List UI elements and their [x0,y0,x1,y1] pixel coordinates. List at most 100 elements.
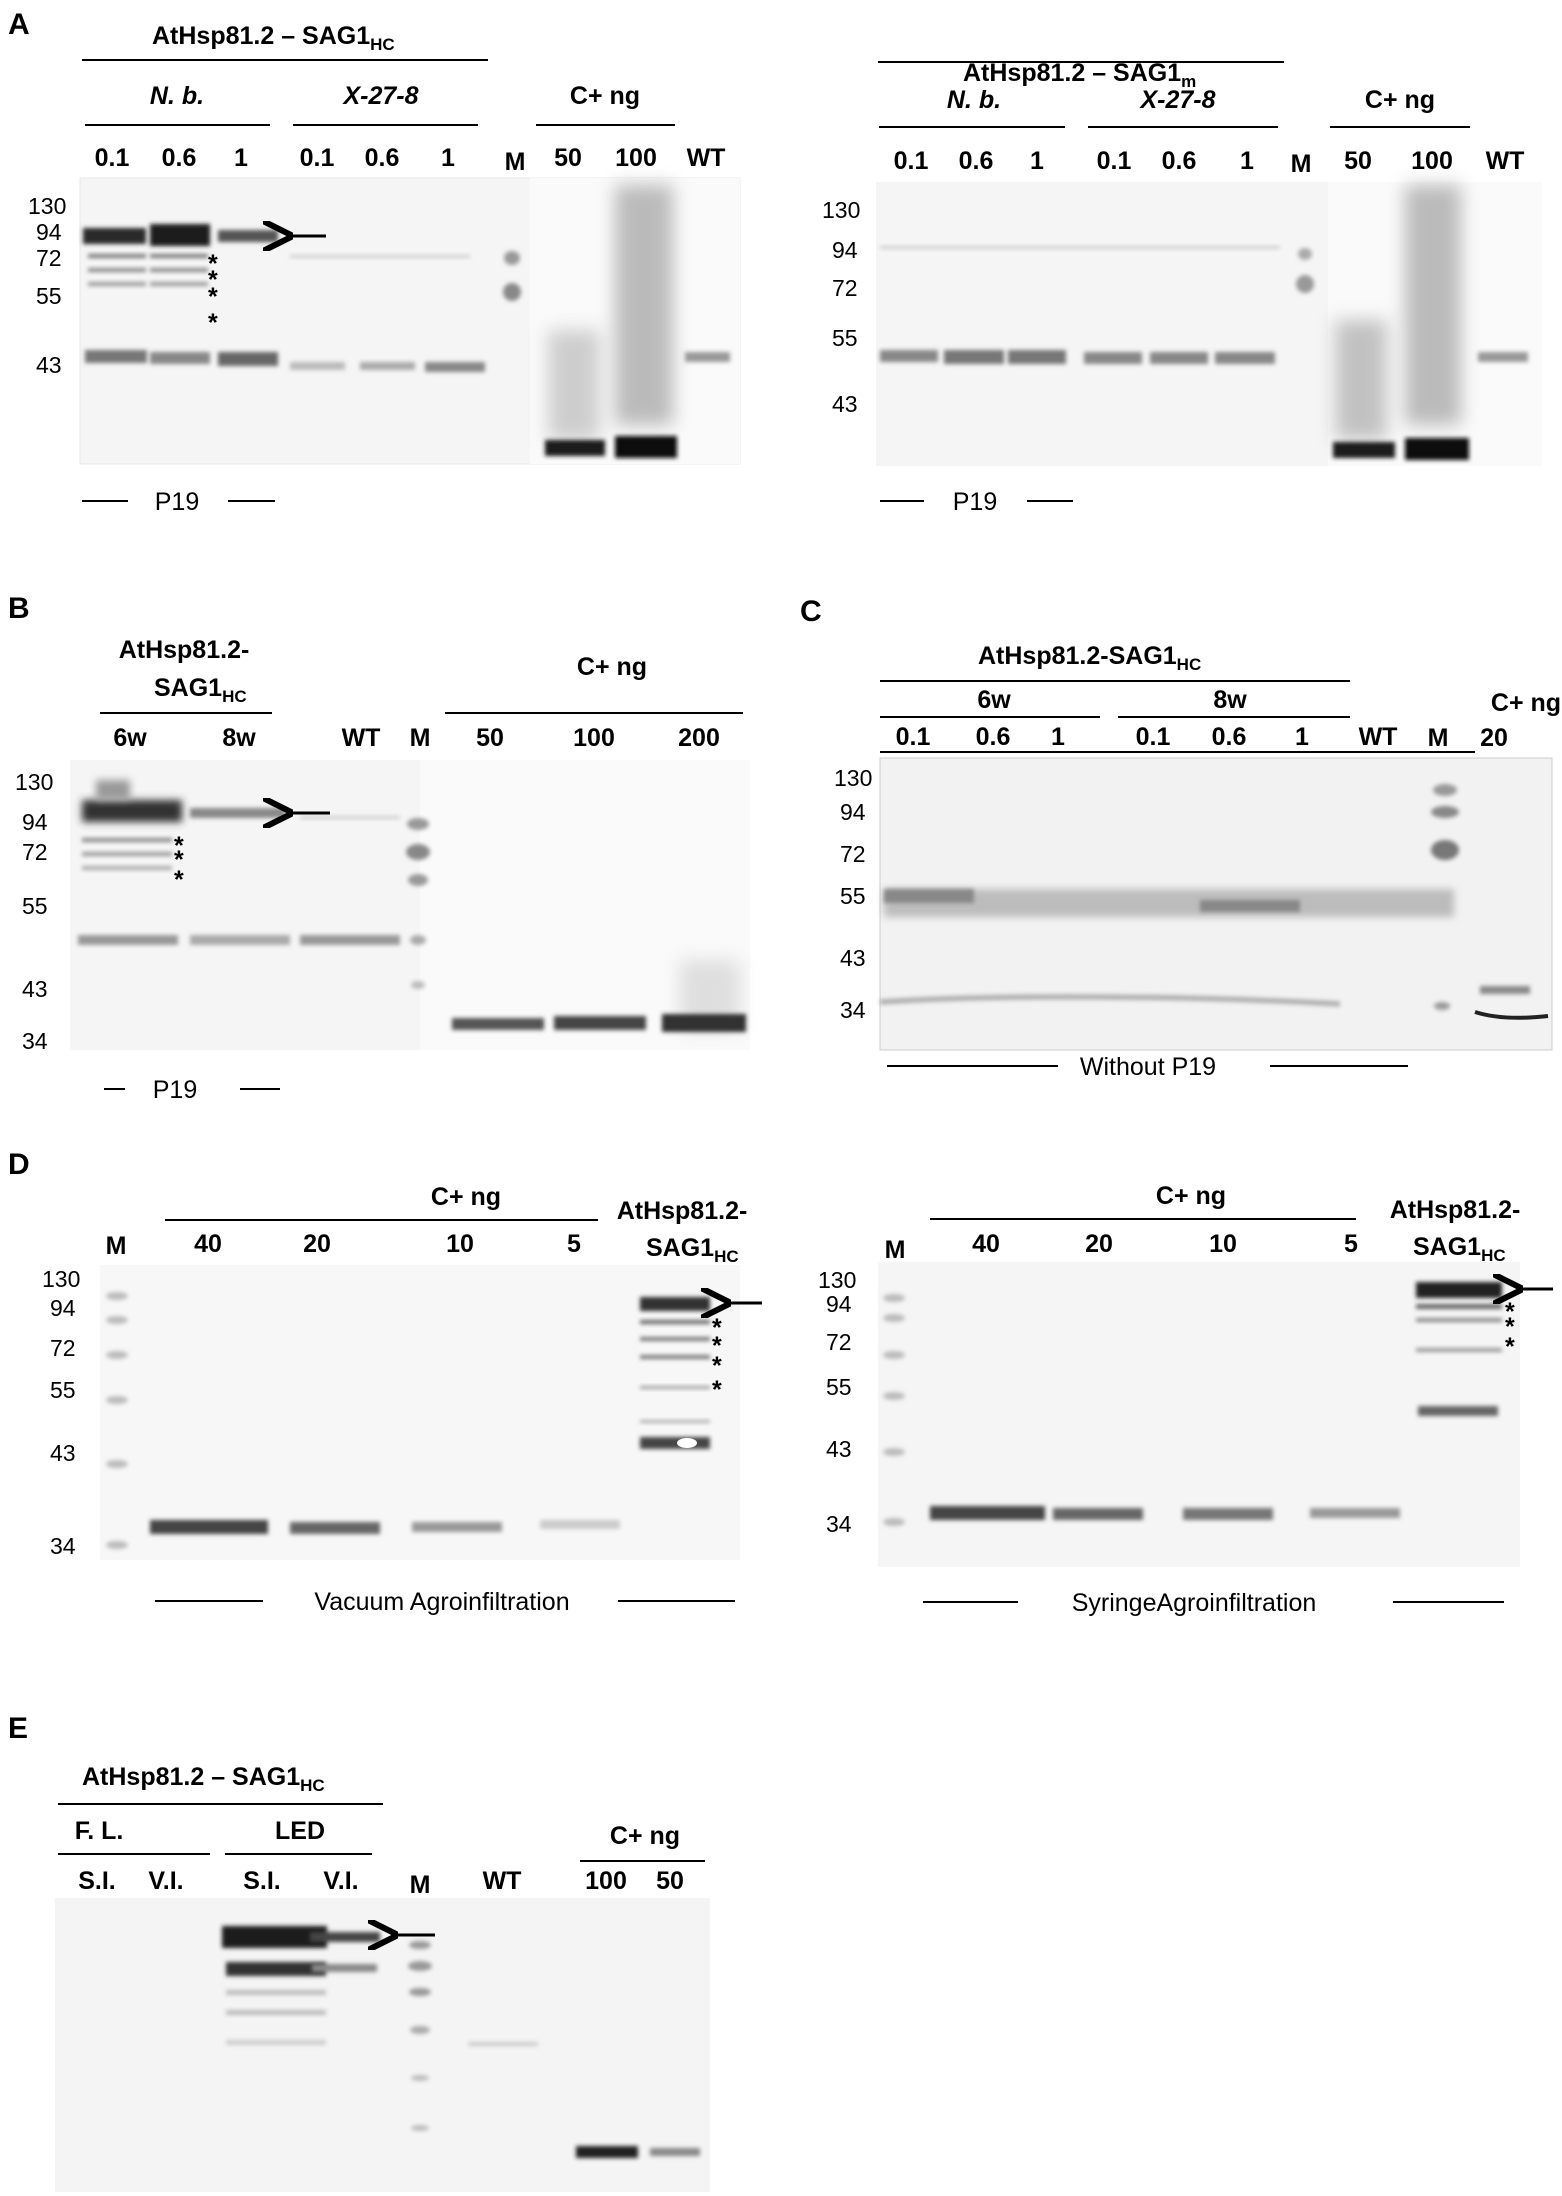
marker-band [409,1941,431,1949]
lane-label: 1 [441,144,455,172]
mw-label: 55 [840,883,866,909]
gel-band [1084,352,1142,364]
footer-label: P19 [953,488,997,516]
gel-band [1418,1406,1498,1416]
gel-band [452,1018,544,1030]
panel-a-left-title: AtHsp81.2 – SAG1HC [152,22,395,54]
gel-band [880,350,938,362]
lane-labels: M 40 20 10 5 [885,1230,1358,1264]
lane-label: 0.6 [1212,723,1247,751]
panel-letter-b: B [8,592,30,625]
gel-band [540,1520,620,1529]
gel-band [640,1320,710,1324]
mw-label: 34 [840,997,866,1023]
lane-label: S.I. [78,1867,116,1895]
marker-band [411,2075,429,2081]
mw-label: 72 [826,1329,852,1355]
gel-band [83,228,146,244]
gel-band [82,838,172,842]
gel-band [1416,1318,1502,1322]
mw-label: 43 [826,1436,852,1462]
lane-label: 0.1 [896,723,931,751]
gel-band [1478,352,1528,362]
lane-label: 5 [1344,1230,1358,1258]
gel-band [1416,1304,1502,1309]
star-marker: * [712,1376,722,1404]
lane-label: 8w [222,724,256,752]
gel-smear [1405,185,1461,425]
mw-label: 43 [840,945,866,971]
star-marker: * [1505,1333,1515,1361]
gel-band [1480,986,1530,994]
gel-band [226,1990,326,1995]
group-label-cplus: C+ ng [431,1183,501,1211]
marker-band [883,1518,905,1526]
gel-band [190,808,285,818]
gel-band [222,1926,327,1948]
gel-band [290,362,345,370]
star-marker: * [1505,1298,1515,1326]
side-label-line1: AtHsp81.2- [1390,1196,1521,1224]
gel-band [88,268,146,272]
lane-label: 100 [1411,147,1453,175]
marker-band [503,283,521,301]
gel-blot [876,182,1542,466]
mw-label: 34 [50,1533,76,1559]
gel-band [88,254,146,258]
lane-label: 5 [567,1230,581,1258]
mw-label: 43 [36,352,62,378]
marker-band [407,818,429,830]
mw-label: 130 [42,1266,80,1292]
gel-band [640,1355,710,1359]
group-label-cplus: C+ ng [570,82,640,110]
gel-smear [548,330,600,440]
gel-band [360,362,415,370]
gel-band [88,282,146,286]
lane-label: 0.6 [162,144,197,172]
panel-d-left: D C+ ng AtHsp81.2- SAG1HC M 40 20 10 5 1… [8,1148,762,1616]
marker-band [408,1961,432,1971]
gel-band [85,350,147,363]
gel-band [425,362,485,372]
panel-e-title: AtHsp81.2 – SAG1HC [82,1763,325,1795]
lane-label: M [410,724,431,752]
gel-band [884,889,974,903]
lane-label: 100 [585,1867,627,1895]
mw-label: 55 [36,283,62,309]
group-label-nb: N. b. [947,86,1001,114]
star-marker: * [208,250,218,278]
gel-band [930,1506,1045,1520]
gel-band [218,352,278,366]
mw-label: 43 [22,976,48,1002]
marker-band [411,981,425,989]
mw-label: 130 [822,197,860,223]
band-stars: * * * [174,832,184,894]
gel-band [300,816,400,819]
gel-band [82,866,172,870]
band-stars: * * * [1505,1298,1515,1361]
gel-blot [100,1265,740,1560]
panel-b-title-line1: AtHsp81.2- [119,636,250,664]
side-label-line2: SAG1HC [1413,1233,1506,1265]
gel-band [545,440,605,456]
gel-band [640,1386,710,1389]
mw-label: 94 [840,799,866,825]
marker-band [883,1351,905,1359]
lane-label: 0.1 [894,147,929,175]
gel-smear [1335,320,1387,440]
gel-band [685,352,730,362]
star-marker: * [208,266,218,294]
gel-band [82,852,172,856]
mw-label: 55 [22,893,48,919]
mw-labels: 130 94 72 55 43 34 [42,1266,80,1559]
panel-letter-c: C [800,595,822,628]
lane-label: 0.6 [1162,147,1197,175]
gel-smear [615,185,673,425]
lane-label: WT [342,724,381,752]
lane-label: 40 [972,1230,1000,1258]
lane-label: 1 [1295,723,1309,751]
mw-label: 55 [826,1374,852,1400]
gel-band [150,254,208,258]
mw-label: 43 [832,391,858,417]
mw-label: 72 [50,1335,76,1361]
